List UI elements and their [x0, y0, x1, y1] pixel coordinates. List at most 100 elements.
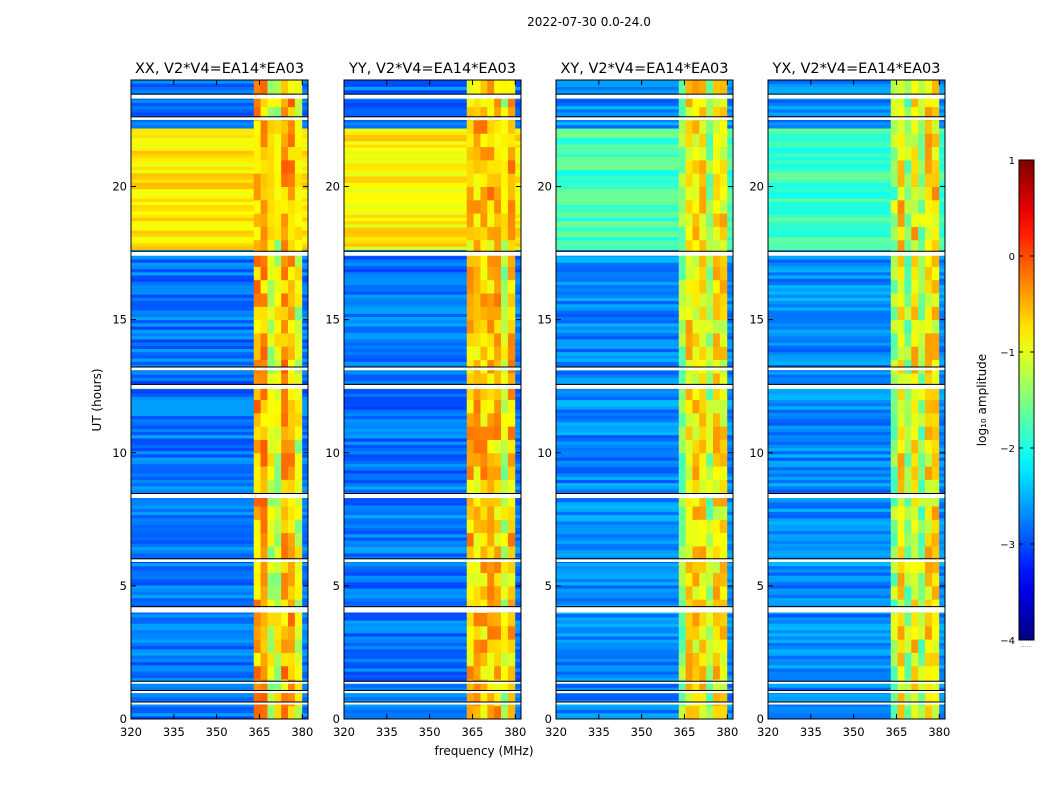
- heatmap-row: [556, 520, 733, 525]
- band-cell: [890, 346, 899, 361]
- band-cell: [507, 439, 516, 454]
- heatmap-row: [344, 635, 521, 640]
- heatmap-row: [344, 143, 521, 148]
- band-cell: [466, 679, 475, 693]
- heatmap-row: [131, 89, 308, 94]
- band-cell: [719, 665, 728, 680]
- band-cell: [501, 426, 509, 440]
- band-cell: [699, 173, 707, 187]
- heatmap-row: [131, 159, 308, 164]
- heatmap-row: [344, 431, 521, 436]
- x-tick-label: 320: [120, 725, 142, 739]
- band-cell: [904, 466, 912, 480]
- band-cell: [267, 506, 275, 520]
- band-cell: [487, 532, 495, 547]
- heatmap-row: [768, 172, 945, 177]
- band-cell: [253, 359, 262, 374]
- band-cell: [918, 492, 926, 507]
- band-cell: [288, 665, 296, 680]
- heatmap-row: [556, 511, 733, 516]
- band-cell: [699, 599, 707, 613]
- x-tick-label: 320: [545, 725, 567, 739]
- band-cell: [931, 585, 940, 600]
- band-cell: [925, 492, 933, 507]
- heatmap-row: [768, 508, 945, 512]
- band-cell: [699, 226, 707, 241]
- heatmap-row: [344, 498, 521, 503]
- band-cell: [267, 479, 275, 494]
- band-cell: [699, 665, 707, 680]
- band-cell: [911, 532, 919, 547]
- heatmap-row: [556, 278, 733, 282]
- band-cell: [274, 599, 282, 613]
- heatmap-row: [131, 380, 308, 385]
- band-cell: [911, 319, 919, 334]
- band-cell: [699, 146, 707, 161]
- heatmap-row: [768, 335, 945, 340]
- band-cell: [281, 279, 289, 294]
- heatmap-row: [556, 434, 733, 439]
- band-cell: [294, 585, 303, 600]
- heatmap-row: [344, 425, 521, 429]
- band-cell: [466, 173, 475, 187]
- band-cell: [706, 226, 714, 241]
- band-cell: [267, 665, 275, 680]
- heatmap-row: [131, 351, 308, 356]
- heatmap-row: [556, 418, 733, 423]
- band-cell: [281, 386, 289, 400]
- band-cell: [288, 599, 296, 613]
- band-cell: [897, 253, 905, 267]
- band-cell: [925, 559, 933, 574]
- band-cell: [925, 279, 933, 294]
- band-cell: [904, 426, 912, 440]
- band-cell: [931, 213, 940, 227]
- band-cell: [713, 186, 721, 201]
- band-cell: [931, 173, 940, 187]
- heatmap-row: [768, 345, 945, 349]
- heatmap-row: [344, 463, 521, 468]
- band-cell: [719, 452, 728, 467]
- flag-gap: [768, 94, 945, 99]
- x-tick-label: 380: [504, 725, 526, 739]
- heatmap-row: [768, 409, 945, 413]
- band-cell: [473, 692, 481, 707]
- band-cell: [911, 279, 919, 294]
- band-cell: [494, 612, 502, 627]
- heatmap-row: [344, 504, 521, 509]
- heatmap-row: [344, 201, 521, 206]
- colorbar-tick-label: −1: [1000, 348, 1015, 359]
- heatmap-row: [131, 204, 308, 209]
- band-cell: [466, 213, 475, 227]
- band-cell: [719, 159, 728, 174]
- band-cell: [274, 412, 282, 427]
- band-cell: [706, 426, 714, 440]
- heatmap-row: [768, 588, 945, 592]
- band-cell: [678, 226, 687, 241]
- band-cell: [713, 665, 721, 680]
- heatmap-row: [768, 488, 945, 493]
- band-cell: [253, 665, 262, 680]
- band-cell: [685, 80, 693, 94]
- band-cell: [685, 159, 693, 174]
- heatmap-row: [131, 635, 308, 640]
- heatmap-row: [768, 361, 945, 365]
- band-cell: [507, 146, 516, 161]
- band-cell: [890, 199, 899, 214]
- band-cell: [925, 519, 933, 534]
- band-cell: [918, 665, 926, 680]
- band-cell: [925, 692, 933, 707]
- heatmap-row: [556, 498, 733, 503]
- heatmap-row: [768, 402, 945, 407]
- heatmap-row: [131, 332, 308, 337]
- heatmap-row: [131, 207, 308, 212]
- heatmap-row: [768, 597, 945, 602]
- band-cell: [925, 306, 933, 321]
- heatmap-row: [768, 543, 945, 548]
- band-cell: [267, 412, 275, 427]
- band-cell: [466, 306, 475, 321]
- heatmap-row: [131, 354, 308, 359]
- band-cell: [678, 545, 687, 560]
- band-cell: [706, 133, 714, 148]
- heatmap-row: [131, 511, 308, 516]
- band-cell: [931, 253, 940, 267]
